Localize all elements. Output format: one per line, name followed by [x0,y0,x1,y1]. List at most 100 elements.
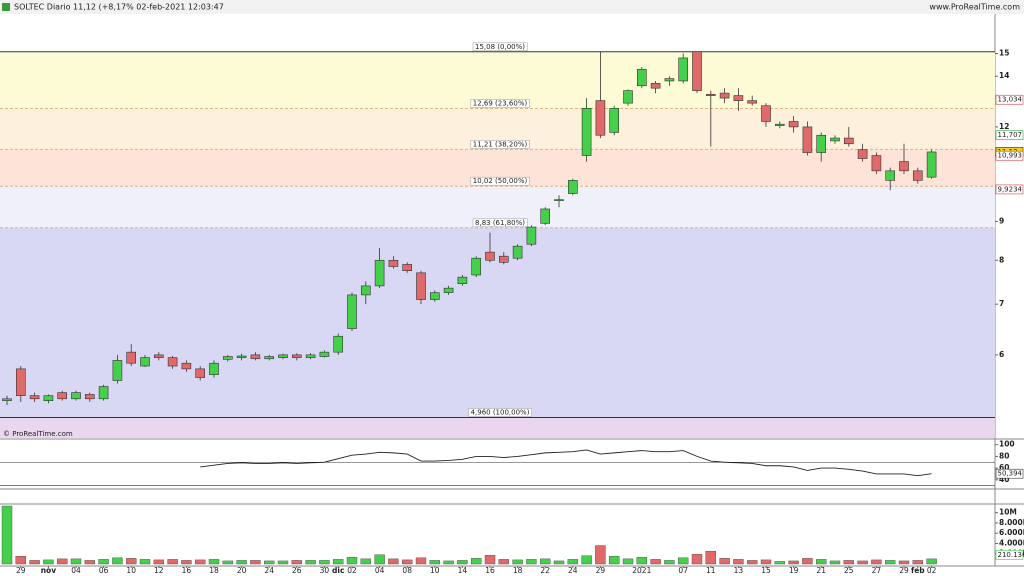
volume-bar [926,558,937,565]
x-tick-label: 24 [568,566,578,575]
x-tick-label: 20 [237,566,247,575]
y-tick-label: 4.000k [999,538,1024,547]
candle-body [319,351,330,357]
x-tick-label: 29 [16,566,26,575]
x-tick-label: 07 [678,566,688,575]
volume-bar [553,560,565,565]
candle-body [402,264,413,272]
candle-body [223,356,233,360]
candle-body [43,395,54,401]
volume-bar [664,560,675,565]
candle-body [788,121,799,128]
x-tick-label: 14 [458,566,468,575]
y-tick-label: 15 [999,49,1009,58]
volume-bar [512,559,523,565]
volume-bar [43,559,54,565]
indicator-line [200,449,932,477]
volume-bar [540,558,551,565]
candle-body [719,92,730,99]
candle-body [85,394,95,400]
candle-body [154,354,164,358]
volume-bar [112,557,123,565]
candle-body [15,368,26,396]
volume-bar [471,558,482,565]
candle-body [347,294,357,329]
volume-bar [250,560,261,565]
volume-bar [788,560,799,565]
y-tick-label: 40 [999,475,1009,484]
y-tick-label: 60 [999,463,1009,472]
volume-bar [567,559,578,565]
volume-bar [912,560,923,565]
price-badge [995,150,1024,161]
candle-body [816,134,827,153]
candle-body [416,272,426,300]
y-tick-label: 100 [999,440,1015,449]
candle-body [388,259,399,267]
volume-bar [816,559,827,565]
indicator-badge-label: 50,394 [998,470,1023,478]
volume-bar [457,560,468,565]
candle-body [830,137,840,142]
y-tick-label: 14 [999,71,1009,80]
x-tick-label: 18 [513,566,523,575]
x-tick-label: 27 [872,566,882,575]
volume-bar [443,560,454,565]
volume-bar [70,558,82,565]
candle-body [2,398,12,401]
volume-bar [415,557,427,565]
candle-body [843,137,854,145]
x-tick-label: 26 [292,566,302,575]
candle-body [609,107,620,133]
fib-label-box [470,99,530,108]
y-tick-label: 9 [999,217,1004,226]
candle-body [650,83,661,89]
volume-bar [388,558,399,565]
volume-badge-label: 210.136 [998,551,1024,559]
indicator-badge [995,468,1024,479]
x-tick-label: feb [911,566,925,575]
candle-body [291,354,302,358]
volume-bar [871,559,882,565]
candle-body [912,170,923,181]
x-tick-label: 10 [430,566,440,575]
candle-body [498,255,509,263]
fib-label-box [472,42,528,52]
volume-bar [609,556,620,565]
volume-bar [678,557,689,565]
y-tick-label: 10M [999,508,1017,517]
volume-bar [595,545,606,565]
candle-body [471,257,482,276]
price-badge-label: 10,993 [998,152,1023,160]
x-tick-label: 21 [816,566,826,575]
x-tick-label: 13 [734,566,744,575]
x-tick-label: 18 [209,566,219,575]
price-badge [995,184,1024,195]
candle-body [195,368,205,378]
x-tick-label: 2021 [632,566,651,575]
fib-label: 8,83 (61,80%) [475,219,525,227]
volume-bar [222,560,234,565]
x-tick-label: 02 [347,566,357,575]
candle-body [264,356,275,360]
volume-bar [208,559,220,565]
fib-label-box [470,140,530,149]
volume-bar [498,559,509,565]
price-badge [995,94,1024,105]
volume-bar [29,560,40,565]
candle-body [443,287,454,293]
candle-body [567,180,578,194]
candle-body [98,386,109,400]
candle-body [333,335,344,353]
x-tick-label: 19 [789,566,799,575]
candle-body [140,357,150,367]
price-badge [995,130,1024,140]
candle-body [678,57,689,82]
volume-bar [333,559,344,565]
price-badge-label: 13,034 [998,96,1023,104]
volume-bar [57,558,68,565]
candle-body [664,78,675,82]
candle-body [802,126,813,153]
candle-body [747,100,758,104]
